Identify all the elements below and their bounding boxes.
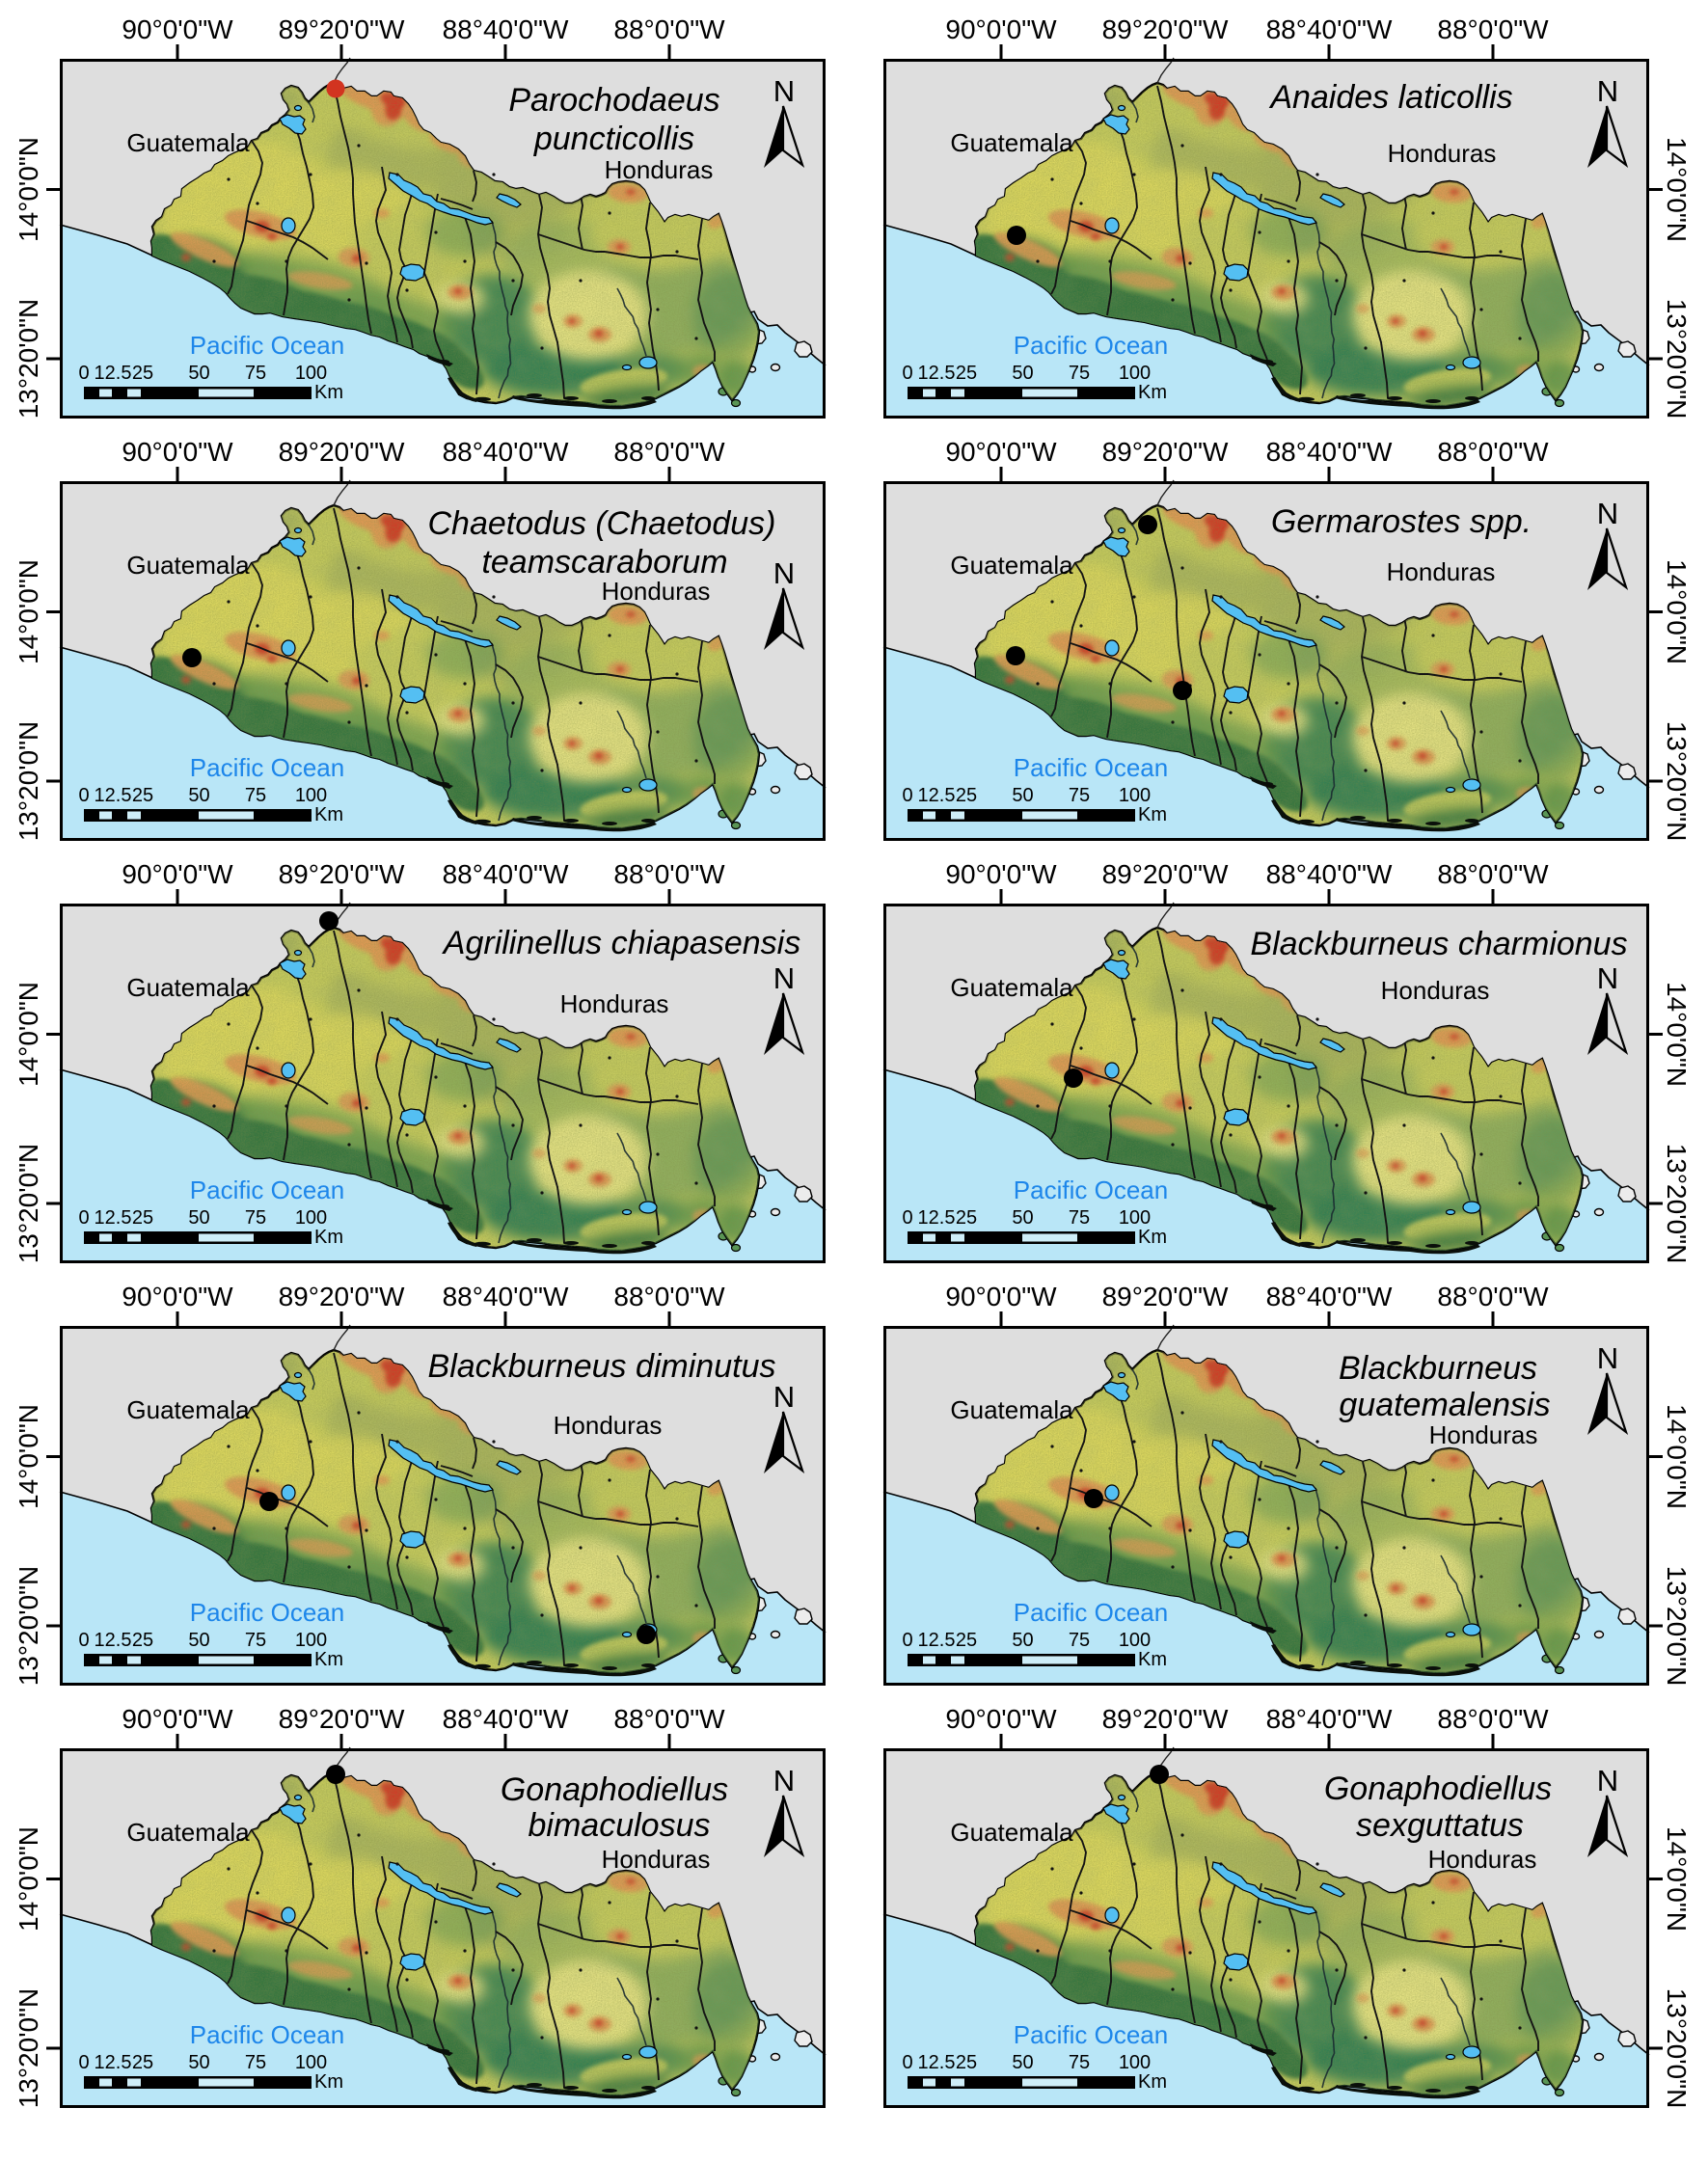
svg-text:Honduras: Honduras	[602, 1845, 711, 1874]
svg-text:90°0'0"W: 90°0'0"W	[945, 860, 1057, 889]
svg-text:teamscaraborum: teamscaraborum	[481, 544, 727, 581]
svg-text:14°0'0"N: 14°0'0"N	[1662, 982, 1692, 1087]
svg-text:89°20'0"W: 89°20'0"W	[1102, 1283, 1229, 1311]
svg-text:88°0'0"W: 88°0'0"W	[1437, 860, 1549, 889]
svg-text:89°20'0"W: 89°20'0"W	[279, 860, 405, 889]
svg-text:Honduras: Honduras	[1388, 139, 1497, 168]
svg-text:89°20'0"W: 89°20'0"W	[1102, 438, 1229, 467]
svg-text:Blackburneus diminutus: Blackburneus diminutus	[428, 1348, 776, 1385]
svg-text:90°0'0"W: 90°0'0"W	[122, 15, 233, 44]
svg-text:14°0'0"N: 14°0'0"N	[1662, 1826, 1692, 1932]
svg-text:13°20'0"N: 13°20'0"N	[14, 1988, 43, 2108]
svg-text:Chaetodus (Chaetodus): Chaetodus (Chaetodus)	[427, 505, 775, 542]
svg-text:89°20'0"W: 89°20'0"W	[1102, 860, 1229, 889]
svg-text:14°0'0"N: 14°0'0"N	[14, 1826, 43, 1932]
svg-text:Honduras: Honduras	[1381, 976, 1490, 1005]
svg-text:sexguttatus: sexguttatus	[1356, 1807, 1524, 1844]
svg-text:90°0'0"W: 90°0'0"W	[945, 15, 1057, 44]
svg-text:Anaides laticollis: Anaides laticollis	[1268, 79, 1512, 116]
svg-text:Parochodaeus: Parochodaeus	[508, 82, 719, 119]
svg-text:88°0'0"W: 88°0'0"W	[1437, 1283, 1549, 1311]
svg-text:Honduras: Honduras	[560, 989, 669, 1018]
svg-text:13°20'0"N: 13°20'0"N	[1662, 1566, 1692, 1686]
svg-text:Honduras: Honduras	[602, 577, 711, 606]
svg-text:Honduras: Honduras	[605, 155, 714, 184]
svg-text:88°0'0"W: 88°0'0"W	[613, 860, 725, 889]
svg-text:90°0'0"W: 90°0'0"W	[945, 438, 1057, 467]
svg-text:14°0'0"N: 14°0'0"N	[1662, 1404, 1692, 1509]
svg-text:13°20'0"N: 13°20'0"N	[1662, 299, 1692, 419]
svg-text:Honduras: Honduras	[1387, 557, 1496, 586]
svg-text:88°40'0"W: 88°40'0"W	[443, 15, 569, 44]
svg-text:88°0'0"W: 88°0'0"W	[1437, 15, 1549, 44]
svg-text:Gonaphodiellus: Gonaphodiellus	[501, 1771, 728, 1808]
svg-text:13°20'0"N: 13°20'0"N	[1662, 1144, 1692, 1263]
svg-text:88°40'0"W: 88°40'0"W	[1266, 438, 1393, 467]
svg-text:89°20'0"W: 89°20'0"W	[1102, 1705, 1229, 1734]
svg-text:13°20'0"N: 13°20'0"N	[14, 1566, 43, 1686]
svg-text:Blackburneus charmionus: Blackburneus charmionus	[1250, 926, 1627, 962]
svg-text:88°0'0"W: 88°0'0"W	[613, 15, 725, 44]
svg-text:89°20'0"W: 89°20'0"W	[279, 15, 405, 44]
svg-text:puncticollis: puncticollis	[533, 121, 694, 157]
svg-text:88°40'0"W: 88°40'0"W	[1266, 860, 1393, 889]
svg-text:88°40'0"W: 88°40'0"W	[443, 1705, 569, 1734]
svg-text:bimaculosus: bimaculosus	[529, 1807, 711, 1844]
svg-text:88°0'0"W: 88°0'0"W	[613, 438, 725, 467]
svg-text:90°0'0"W: 90°0'0"W	[945, 1705, 1057, 1734]
svg-text:90°0'0"W: 90°0'0"W	[122, 1283, 233, 1311]
svg-text:Germarostes spp.: Germarostes spp.	[1271, 503, 1532, 540]
svg-text:14°0'0"N: 14°0'0"N	[14, 1404, 43, 1509]
svg-text:Honduras: Honduras	[1428, 1845, 1537, 1874]
svg-text:13°20'0"N: 13°20'0"N	[1662, 721, 1692, 841]
svg-text:14°0'0"N: 14°0'0"N	[14, 982, 43, 1087]
svg-text:14°0'0"N: 14°0'0"N	[1662, 559, 1692, 664]
svg-text:88°40'0"W: 88°40'0"W	[1266, 1705, 1393, 1734]
svg-text:13°20'0"N: 13°20'0"N	[14, 1144, 43, 1263]
svg-text:Blackburneus: Blackburneus	[1339, 1350, 1537, 1387]
svg-text:90°0'0"W: 90°0'0"W	[122, 1705, 233, 1734]
svg-text:88°40'0"W: 88°40'0"W	[1266, 1283, 1393, 1311]
svg-text:Honduras: Honduras	[1429, 1420, 1538, 1449]
svg-text:88°40'0"W: 88°40'0"W	[1266, 15, 1393, 44]
svg-text:Agrilinellus chiapasensis: Agrilinellus chiapasensis	[442, 925, 800, 961]
svg-text:88°0'0"W: 88°0'0"W	[1437, 438, 1549, 467]
svg-text:90°0'0"W: 90°0'0"W	[122, 860, 233, 889]
svg-text:14°0'0"N: 14°0'0"N	[14, 137, 43, 242]
svg-text:89°20'0"W: 89°20'0"W	[279, 1283, 405, 1311]
svg-text:13°20'0"N: 13°20'0"N	[14, 299, 43, 419]
svg-text:Honduras: Honduras	[554, 1411, 663, 1440]
svg-text:88°0'0"W: 88°0'0"W	[613, 1705, 725, 1734]
svg-text:14°0'0"N: 14°0'0"N	[1662, 137, 1692, 242]
svg-text:Gonaphodiellus: Gonaphodiellus	[1324, 1770, 1552, 1807]
svg-text:89°20'0"W: 89°20'0"W	[279, 438, 405, 467]
svg-text:89°20'0"W: 89°20'0"W	[279, 1705, 405, 1734]
svg-text:90°0'0"W: 90°0'0"W	[945, 1283, 1057, 1311]
svg-text:89°20'0"W: 89°20'0"W	[1102, 15, 1229, 44]
svg-text:88°0'0"W: 88°0'0"W	[1437, 1705, 1549, 1734]
svg-text:13°20'0"N: 13°20'0"N	[14, 721, 43, 841]
svg-text:13°20'0"N: 13°20'0"N	[1662, 1988, 1692, 2108]
svg-text:14°0'0"N: 14°0'0"N	[14, 559, 43, 664]
svg-text:guatemalensis: guatemalensis	[1339, 1387, 1550, 1423]
svg-text:88°40'0"W: 88°40'0"W	[443, 438, 569, 467]
svg-text:90°0'0"W: 90°0'0"W	[122, 438, 233, 467]
svg-text:88°0'0"W: 88°0'0"W	[613, 1283, 725, 1311]
svg-text:88°40'0"W: 88°40'0"W	[443, 860, 569, 889]
svg-text:88°40'0"W: 88°40'0"W	[443, 1283, 569, 1311]
